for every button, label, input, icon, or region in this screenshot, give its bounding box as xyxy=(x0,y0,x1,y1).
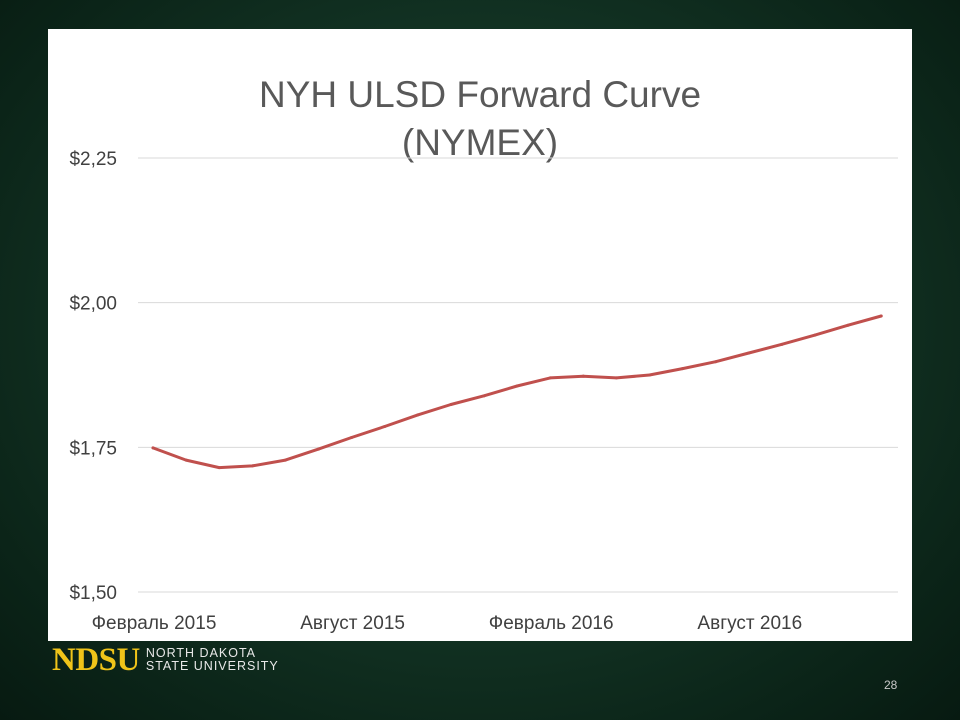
data-point xyxy=(383,425,387,429)
data-point xyxy=(846,323,850,327)
data-point xyxy=(283,458,287,462)
data-point xyxy=(449,403,453,407)
ndsu-logo: NDSU NORTH DAKOTA STATE UNIVERSITY xyxy=(52,643,279,677)
data-point xyxy=(482,394,486,398)
page-number: 28 xyxy=(884,678,898,692)
chart-title: NYH ULSD Forward Curve (NYMEX) xyxy=(48,71,912,167)
x-tick-label: Февраль 2015 xyxy=(92,613,217,634)
series-line xyxy=(151,314,883,470)
y-tick-label: $2,00 xyxy=(69,294,117,315)
y-tick-label: $2,25 xyxy=(69,149,117,170)
data-point xyxy=(184,458,188,462)
x-tick-label: Февраль 2016 xyxy=(489,613,614,634)
logo-subtitle: NORTH DAKOTA STATE UNIVERSITY xyxy=(146,647,279,673)
data-point xyxy=(780,342,784,346)
x-tick-label: Август 2015 xyxy=(300,613,405,634)
data-point xyxy=(250,464,254,468)
y-tick-label: $1,50 xyxy=(69,583,117,604)
data-point xyxy=(416,413,420,417)
chart-panel: NYH ULSD Forward Curve (NYMEX) $1,50 $1,7… xyxy=(48,29,912,641)
data-point xyxy=(813,333,817,337)
chart-title-line-1: NYH ULSD Forward Curve xyxy=(258,74,702,115)
data-point xyxy=(515,384,519,388)
data-point xyxy=(714,360,718,364)
data-point xyxy=(317,447,320,451)
data-point xyxy=(350,435,354,439)
data-point xyxy=(151,446,155,450)
x-tick-label: Август 2016 xyxy=(697,613,802,634)
data-point xyxy=(681,367,685,371)
logo-wordmark: NDSU xyxy=(52,642,140,678)
line-chart: $1,50 $1,75 $2,00 $2,25 Февраль 2015 Август 2… xyxy=(69,149,898,634)
y-tick-label: $1,75 xyxy=(69,438,117,459)
data-point xyxy=(217,466,221,470)
data-point xyxy=(747,351,751,355)
data-point xyxy=(581,374,585,378)
data-point xyxy=(648,373,651,377)
logo-subtitle-line-2: STATE UNIVERSITY xyxy=(145,659,279,673)
data-point xyxy=(879,314,883,318)
data-point xyxy=(548,376,552,380)
chart-title-line-2: (NYMEX) xyxy=(401,122,559,163)
logo-subtitle-line-1: NORTH DAKOTA xyxy=(145,646,257,660)
data-point xyxy=(614,376,618,380)
